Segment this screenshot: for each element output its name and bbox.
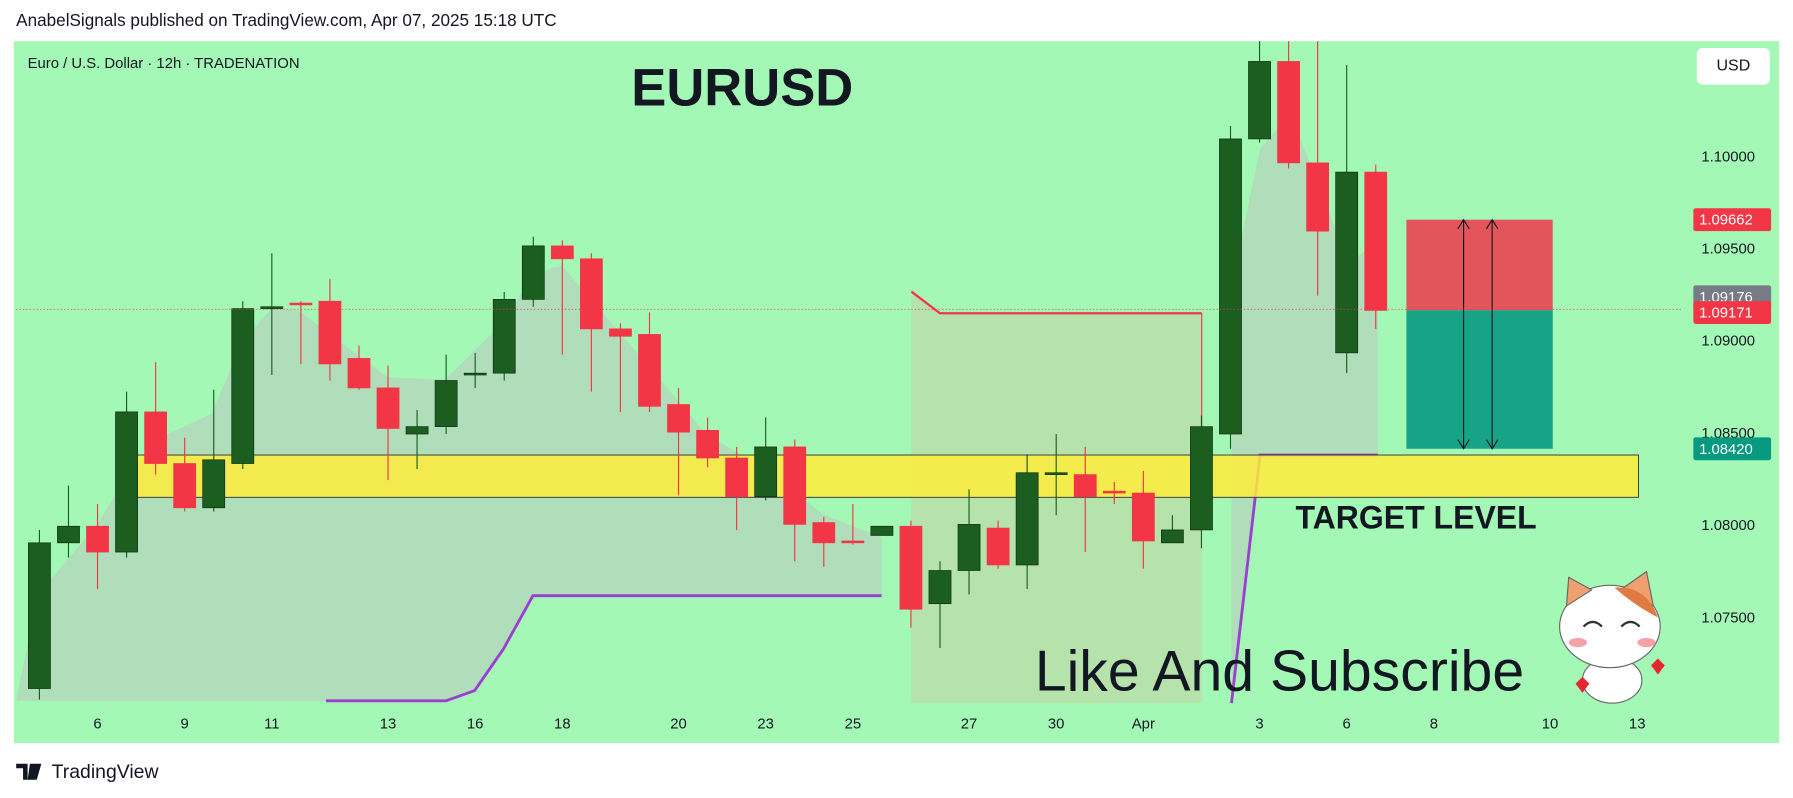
candle-body: [986, 527, 1010, 566]
candle-body: [1015, 472, 1039, 566]
x-tick-label: 16: [467, 717, 484, 733]
candle-body: [754, 446, 778, 498]
candle-body: [318, 300, 342, 365]
candle-body: [202, 459, 226, 509]
candle-body: [725, 457, 749, 498]
candle-body: [376, 387, 400, 429]
candle-body: [1073, 474, 1097, 498]
candle-body: [492, 299, 516, 374]
annotation: Like And Subscribe: [1035, 640, 1524, 704]
chart-subtitle: Euro / U.S. Dollar · 12h · TRADENATION: [28, 56, 300, 72]
x-tick-label: 18: [554, 717, 571, 733]
candle-body: [1102, 490, 1126, 494]
publish-header: AnabelSignals published on TradingView.c…: [16, 10, 556, 30]
candle-body: [667, 404, 690, 433]
x-tick-label: 30: [1048, 717, 1065, 733]
arrow-head: [1485, 218, 1499, 450]
target-zone: [136, 454, 1639, 498]
currency-badge[interactable]: [1696, 48, 1770, 85]
price-badge: [1693, 208, 1772, 232]
candle-body: [1364, 171, 1388, 311]
y-tick-label: 1.07500: [1701, 610, 1755, 626]
candle-body: [1219, 138, 1242, 435]
candle-body: [144, 411, 168, 464]
marks: [16, 41, 1681, 700]
candle-body: [86, 525, 109, 553]
annotation: TARGET LEVEL: [1296, 500, 1537, 536]
candle-body: [463, 372, 487, 376]
candle-body: [928, 570, 952, 605]
candle-body: [1190, 426, 1213, 531]
y-tick-label: 1.09500: [1701, 241, 1755, 257]
candle-body: [347, 358, 371, 389]
candle-body: [231, 308, 255, 464]
price-badge: [1693, 301, 1772, 324]
candle-body: [783, 446, 807, 525]
candle-body: [434, 380, 458, 427]
x-tick-label: 25: [845, 717, 862, 733]
brand-logo: [16, 763, 42, 780]
y-tick-label: 1.10000: [1701, 149, 1755, 165]
x-tick-label: 11: [264, 717, 279, 733]
x-tick-label: 3: [1255, 717, 1263, 733]
stop-line: [326, 594, 882, 703]
candle-body: [173, 463, 197, 509]
y-tick-label: 1.09000: [1701, 334, 1755, 350]
cat-sticker: [1559, 570, 1665, 704]
candle-body: [405, 426, 429, 435]
candle-body: [1248, 61, 1271, 140]
candle-body: [260, 306, 284, 309]
brand-name: TradingView: [52, 761, 160, 783]
candle-body: [289, 302, 313, 306]
price-badge-label: 1.08420: [1699, 442, 1753, 458]
risk-box: [1406, 219, 1553, 311]
x-tick-label: 6: [93, 717, 101, 733]
candle-body: [609, 328, 632, 337]
candle-body: [1161, 529, 1184, 544]
x-tick-label: 10: [1542, 717, 1559, 733]
candle-body: [696, 429, 719, 459]
x-tick-label: 6: [1343, 717, 1351, 733]
candle-body: [870, 525, 894, 536]
candle-body: [57, 525, 80, 544]
x-tick-label: 23: [757, 717, 774, 733]
candle-body: [899, 525, 923, 610]
price-badge: [1693, 437, 1772, 461]
x-tick-label: Apr: [1132, 717, 1155, 733]
x-tick-label: 8: [1430, 717, 1438, 733]
candle-body: [1277, 61, 1300, 164]
candle-body: [115, 411, 138, 553]
candle-body: [1306, 162, 1330, 232]
candle-body: [841, 540, 865, 544]
currency-label: USD: [1716, 58, 1750, 75]
candle-body: [1044, 472, 1068, 475]
candle-body: [1131, 492, 1155, 542]
y-tick-label: 1.08000: [1701, 518, 1755, 534]
candle-body: [521, 245, 545, 300]
price-badge-label: 1.09662: [1699, 213, 1753, 229]
candle-body: [638, 334, 661, 407]
candle-body: [812, 522, 836, 544]
arrow-head: [1457, 218, 1470, 450]
price-badge-label: 1.09171: [1699, 306, 1753, 322]
x-tick-label: 13: [380, 717, 397, 733]
candle-body: [550, 245, 574, 260]
x-tick-label: 27: [961, 717, 978, 733]
reward-box: [1406, 310, 1553, 449]
candle-body: [957, 524, 981, 571]
x-tick-label: 9: [181, 717, 189, 733]
range-line: [910, 290, 1202, 315]
chart-title: EURUSD: [631, 58, 853, 117]
x-tick-label: 13: [1629, 717, 1646, 733]
x-tick-label: 20: [670, 717, 687, 733]
candle-body: [1335, 171, 1359, 354]
candle-body: [28, 542, 51, 689]
candle-body: [580, 258, 603, 330]
